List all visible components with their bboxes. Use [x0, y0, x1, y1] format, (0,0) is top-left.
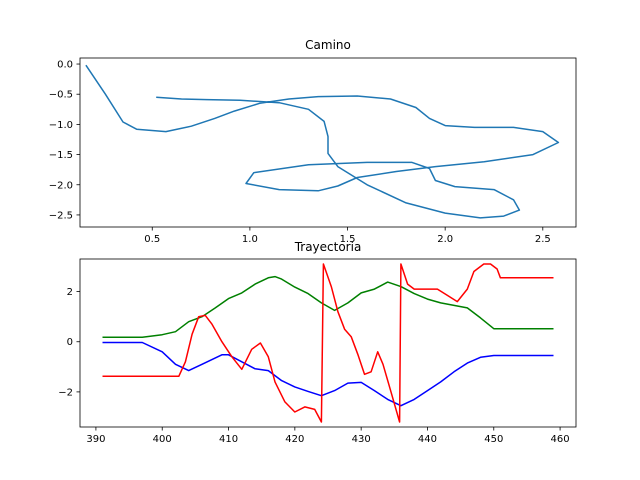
y-tick-label: 2 — [67, 287, 73, 298]
series-line-1-1 — [102, 275, 554, 338]
y-tick-label: 0 — [67, 337, 73, 348]
plot-frame — [79, 57, 577, 228]
y-tick-label: −1.0 — [49, 120, 73, 131]
x-tick-label: 430 — [352, 434, 371, 445]
x-tick-label: 390 — [86, 434, 105, 445]
series-line-1-2 — [102, 263, 554, 423]
camino-axes: 0.5 1.0 1.5 2.0 2.5 0.0 −0.5 −1.0 −1.5 −2.0 −2.5 — [49, 57, 577, 245]
x-tick-label: 1.0 — [242, 234, 258, 245]
x-tick-label: 440 — [418, 434, 437, 445]
trayectoria-axes: 390 400 410 420 430 440 450 460 2 0 −2 — [58, 258, 577, 445]
y-tick-label: −2.5 — [49, 210, 73, 221]
y-tick-label: −1.5 — [49, 150, 73, 161]
x-tick-label: 0.5 — [144, 234, 160, 245]
x-tick-label: 2.5 — [535, 234, 551, 245]
y-tick-label: −0.5 — [49, 90, 73, 101]
x-tick-label: 1.5 — [340, 234, 356, 245]
y-tick-label: −2.0 — [49, 180, 73, 191]
x-tick-label: 2.0 — [437, 234, 453, 245]
x-tick-label: 420 — [285, 434, 304, 445]
x-tick-label: 450 — [484, 434, 503, 445]
y-tick-label: −2 — [58, 387, 73, 398]
x-tick-label: 410 — [219, 434, 238, 445]
x-tick-label: 460 — [551, 434, 570, 445]
chart-title-camino: Camino — [305, 38, 351, 52]
y-tick-label: 0.0 — [57, 60, 73, 71]
series-line-0-0 — [85, 64, 560, 219]
plot-frame — [79, 258, 577, 428]
chart-title-trayectoria: Trayectoria — [294, 240, 362, 254]
x-tick-label: 400 — [153, 434, 172, 445]
